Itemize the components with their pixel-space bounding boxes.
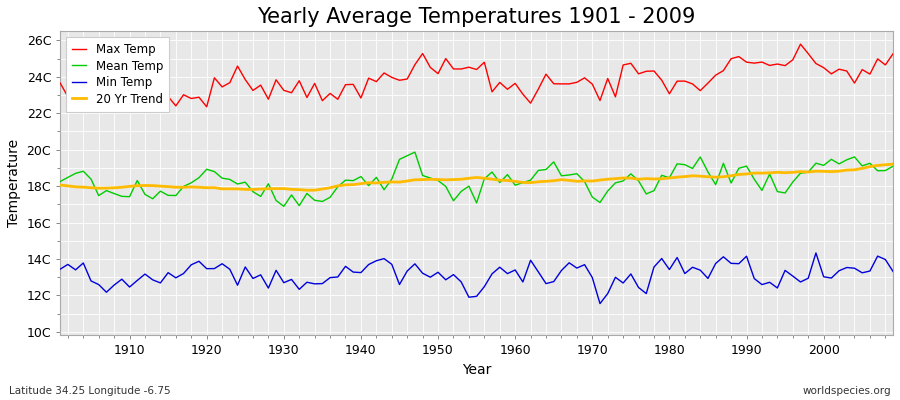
20 Yr Trend <box>116 185 127 190</box>
Max Temp <box>518 92 528 97</box>
20 Yr Trend <box>55 183 66 188</box>
Max Temp <box>55 81 66 86</box>
Min Temp <box>610 275 621 280</box>
Mean Temp <box>293 203 304 208</box>
Min Temp <box>286 277 297 282</box>
Min Temp <box>811 250 822 255</box>
Max Temp <box>795 42 806 46</box>
Max Temp <box>610 94 621 99</box>
Max Temp <box>116 86 127 90</box>
20 Yr Trend <box>610 176 621 181</box>
20 Yr Trend <box>518 180 528 185</box>
Text: Latitude 34.25 Longitude -6.75: Latitude 34.25 Longitude -6.75 <box>9 386 171 396</box>
Min Temp <box>502 271 513 276</box>
Max Temp <box>293 78 304 83</box>
Max Temp <box>202 104 212 109</box>
Mean Temp <box>116 194 127 199</box>
Min Temp <box>332 274 343 279</box>
Min Temp <box>116 277 127 282</box>
Mean Temp <box>617 178 628 183</box>
Line: Min Temp: Min Temp <box>60 253 893 304</box>
Line: Mean Temp: Mean Temp <box>60 152 893 206</box>
Min Temp <box>595 301 606 306</box>
Title: Yearly Average Temperatures 1901 - 2009: Yearly Average Temperatures 1901 - 2009 <box>257 7 696 27</box>
Mean Temp <box>887 164 898 168</box>
Legend: Max Temp, Mean Temp, Min Temp, 20 Yr Trend: Max Temp, Mean Temp, Min Temp, 20 Yr Tre… <box>66 37 169 112</box>
Y-axis label: Temperature: Temperature <box>7 139 21 228</box>
Text: worldspecies.org: worldspecies.org <box>803 386 891 396</box>
Mean Temp <box>278 204 289 209</box>
Mean Temp <box>526 178 536 182</box>
Min Temp <box>509 268 520 272</box>
Min Temp <box>55 267 66 272</box>
Min Temp <box>887 269 898 274</box>
20 Yr Trend <box>887 162 898 166</box>
20 Yr Trend <box>509 179 520 184</box>
Mean Temp <box>55 179 66 184</box>
Mean Temp <box>410 150 420 154</box>
Max Temp <box>340 82 351 87</box>
20 Yr Trend <box>340 182 351 187</box>
20 Yr Trend <box>302 188 312 192</box>
Mean Temp <box>340 178 351 182</box>
Line: 20 Yr Trend: 20 Yr Trend <box>60 164 893 190</box>
Max Temp <box>509 81 520 86</box>
Mean Temp <box>518 180 528 185</box>
20 Yr Trend <box>286 187 297 192</box>
Line: Max Temp: Max Temp <box>60 44 893 107</box>
X-axis label: Year: Year <box>462 363 491 377</box>
Max Temp <box>887 51 898 56</box>
